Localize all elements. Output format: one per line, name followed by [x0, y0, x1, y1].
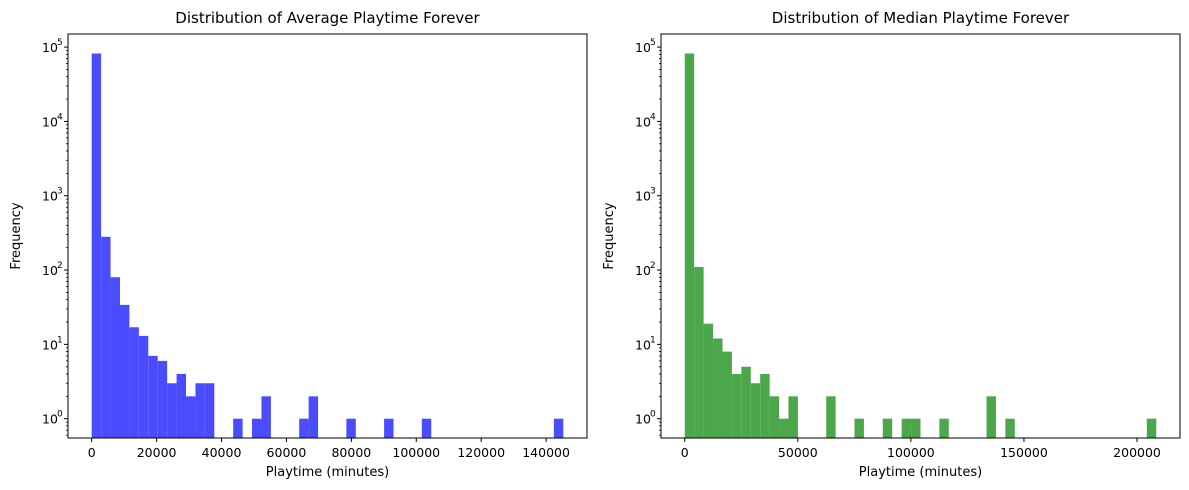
x-tick-label: 100000 — [392, 445, 440, 460]
y-tick-exponent: 3 — [57, 187, 63, 197]
y-tick-label: 10 — [42, 263, 58, 278]
histogram-bar — [769, 396, 780, 438]
histogram-bar — [138, 335, 149, 438]
y-tick-exponent: 1 — [650, 335, 656, 345]
y-tick-exponent: 3 — [650, 187, 656, 197]
y-tick-label: 10 — [42, 337, 58, 352]
histogram-bar — [939, 418, 949, 438]
histogram-bar — [176, 373, 187, 438]
average-playtime-histogram: 0 20000 40000 60000 80000 100000 120000 140000 1… — [9, 9, 588, 480]
histogram-bar — [110, 277, 120, 438]
histogram-bar — [911, 418, 921, 438]
histogram-bar — [195, 383, 205, 438]
histogram-bar — [760, 373, 770, 438]
histogram-bar — [148, 355, 158, 438]
histogram-bar — [308, 396, 319, 438]
histogram-bar — [91, 53, 102, 439]
histogram-bar — [779, 418, 789, 438]
histogram-bar — [157, 360, 168, 438]
histogram-bar — [731, 373, 742, 438]
histogram-bar — [684, 53, 695, 439]
histogram-bar — [703, 323, 714, 438]
histogram-bar — [986, 396, 996, 438]
y-axis-label: Frequency — [9, 202, 24, 269]
y-tick-label: 10 — [42, 40, 58, 55]
x-tick-label: 80000 — [331, 445, 371, 460]
y-tick-label: 10 — [42, 189, 58, 204]
y-tick-exponent: 5 — [57, 38, 63, 48]
x-tick-label: 150000 — [1000, 445, 1048, 460]
x-axis-label: Playtime (minutes) — [266, 465, 389, 480]
histogram-bar — [901, 418, 912, 438]
y-tick-label: 10 — [635, 337, 651, 352]
x-tick-label: 140000 — [522, 445, 570, 460]
y-tick-label: 10 — [42, 114, 58, 129]
histogram-bar — [826, 396, 836, 438]
histogram-bar — [741, 366, 751, 438]
y-tick-exponent: 0 — [57, 410, 63, 420]
histogram-bar — [713, 338, 723, 438]
y-tick-exponent: 5 — [650, 38, 656, 48]
histogram-bar — [722, 351, 732, 438]
x-tick-label: 0 — [88, 445, 96, 460]
histogram-bar — [553, 418, 564, 438]
x-tick-label: 0 — [681, 445, 689, 460]
histogram-bar — [421, 418, 432, 438]
x-axis-label: Playtime (minutes) — [859, 465, 982, 480]
histogram-bar — [750, 383, 761, 438]
chart-title: Distribution of Average Playtime Forever — [175, 9, 480, 27]
histogram-bar — [204, 383, 215, 438]
y-tick-exponent: 2 — [57, 261, 63, 271]
y-tick-exponent: 4 — [650, 112, 656, 122]
histogram-bar — [129, 327, 139, 438]
plot-frame — [67, 33, 588, 439]
histogram-bar — [384, 418, 394, 438]
y-tick-label: 10 — [635, 114, 651, 129]
histogram-bar — [854, 418, 864, 438]
x-tick-label: 120000 — [457, 445, 505, 460]
y-tick-label: 10 — [635, 412, 651, 427]
histogram-bar — [788, 396, 798, 438]
y-tick-label: 10 — [635, 189, 651, 204]
y-tick-label: 10 — [635, 263, 651, 278]
x-tick-label: 100000 — [887, 445, 935, 460]
x-tick-label: 50000 — [778, 445, 818, 460]
histogram-bar — [119, 304, 130, 438]
x-tick-label: 200000 — [1113, 445, 1161, 460]
y-tick-exponent: 2 — [650, 261, 656, 271]
histogram-bar — [167, 383, 177, 438]
histogram-bar — [186, 396, 196, 438]
plot-frame — [660, 33, 1181, 439]
histogram-bar — [882, 418, 893, 438]
y-tick-label: 10 — [635, 40, 651, 55]
x-tick-label: 40000 — [202, 445, 242, 460]
y-tick-exponent: 0 — [650, 410, 656, 420]
y-tick-label: 10 — [42, 412, 58, 427]
chart-title: Distribution of Median Playtime Forever — [772, 9, 1070, 27]
histogram-bar — [694, 266, 704, 438]
histogram-bar — [261, 396, 271, 438]
x-tick-label: 60000 — [267, 445, 307, 460]
histogram-bar — [1146, 418, 1157, 438]
y-tick-exponent: 4 — [57, 112, 63, 122]
histogram-bar — [346, 418, 356, 438]
histogram-bar — [1005, 418, 1015, 438]
y-axis-label: Frequency — [602, 202, 617, 269]
histogram-bar — [252, 418, 262, 438]
histogram-bar — [101, 236, 111, 438]
y-tick-exponent: 1 — [57, 335, 63, 345]
histogram-bar — [299, 418, 309, 438]
x-tick-label: 20000 — [137, 445, 177, 460]
histogram-bar — [233, 418, 243, 438]
